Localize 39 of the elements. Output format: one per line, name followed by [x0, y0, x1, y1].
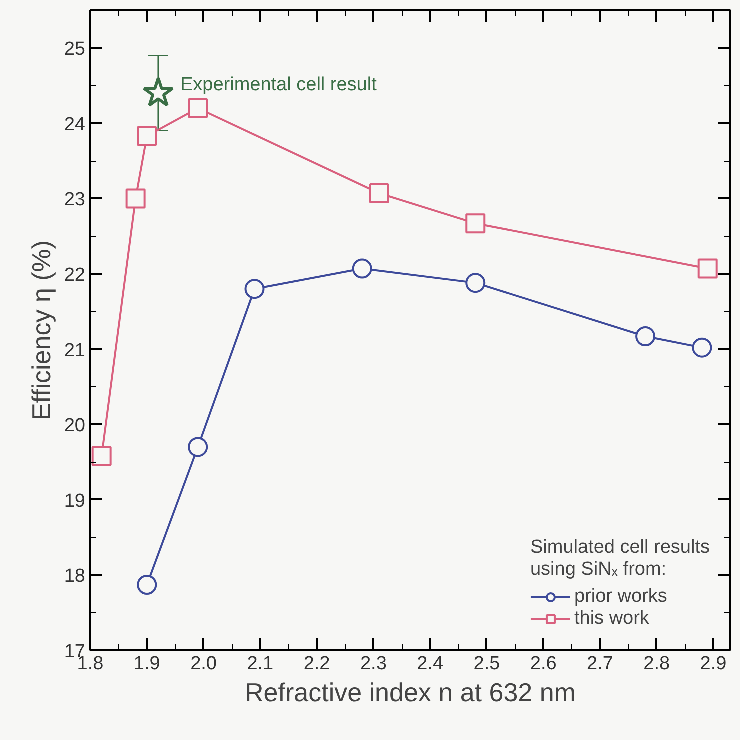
y-tick-label: 25	[64, 39, 86, 60]
legend-title: Simulated cell results using SiNₓ from:	[530, 537, 710, 581]
point	[244, 279, 265, 300]
point	[466, 273, 486, 294]
y-tick-label: 21	[64, 340, 86, 362]
point	[466, 214, 486, 234]
x-tick-label: 2.9	[700, 654, 727, 674]
x-tick-label: 1.9	[134, 654, 160, 674]
y-tick-label: 18	[64, 566, 86, 588]
x-tick-label: 2.5	[474, 654, 500, 674]
annotation: Experimental cell result	[180, 74, 378, 96]
y-tick-label: 22	[64, 265, 86, 286]
x-tick-label: 2.0	[190, 654, 217, 674]
point	[692, 338, 712, 358]
legend-label: prior works	[574, 586, 668, 608]
x-tick-label: 2.3	[360, 654, 387, 674]
point	[698, 258, 718, 279]
x-tick-label: 2.8	[644, 654, 670, 674]
x-tick-label: 2.6	[530, 654, 557, 674]
y-tick-label: 23	[64, 190, 86, 211]
point	[92, 446, 112, 466]
y-tick-label: 19	[64, 490, 86, 512]
point	[369, 183, 390, 204]
point	[352, 258, 372, 279]
point	[188, 437, 208, 458]
point	[636, 326, 656, 347]
y-tick-label: 20	[64, 416, 86, 437]
x-axis-title: Refractive index n at 632 nm	[245, 678, 576, 708]
point	[126, 188, 146, 209]
x-tick-label: 2.1	[247, 654, 274, 674]
x-tick-label: 2.4	[417, 654, 444, 674]
x-tick-label: 2.7	[587, 654, 614, 674]
legend-label: this work	[574, 608, 650, 630]
point	[188, 98, 208, 118]
point	[137, 575, 158, 595]
point	[137, 126, 158, 146]
x-tick-label: 2.2	[304, 654, 330, 674]
y-axis-title: Efficiency η (%)	[26, 240, 56, 421]
y-tick-label: 24	[64, 114, 86, 136]
